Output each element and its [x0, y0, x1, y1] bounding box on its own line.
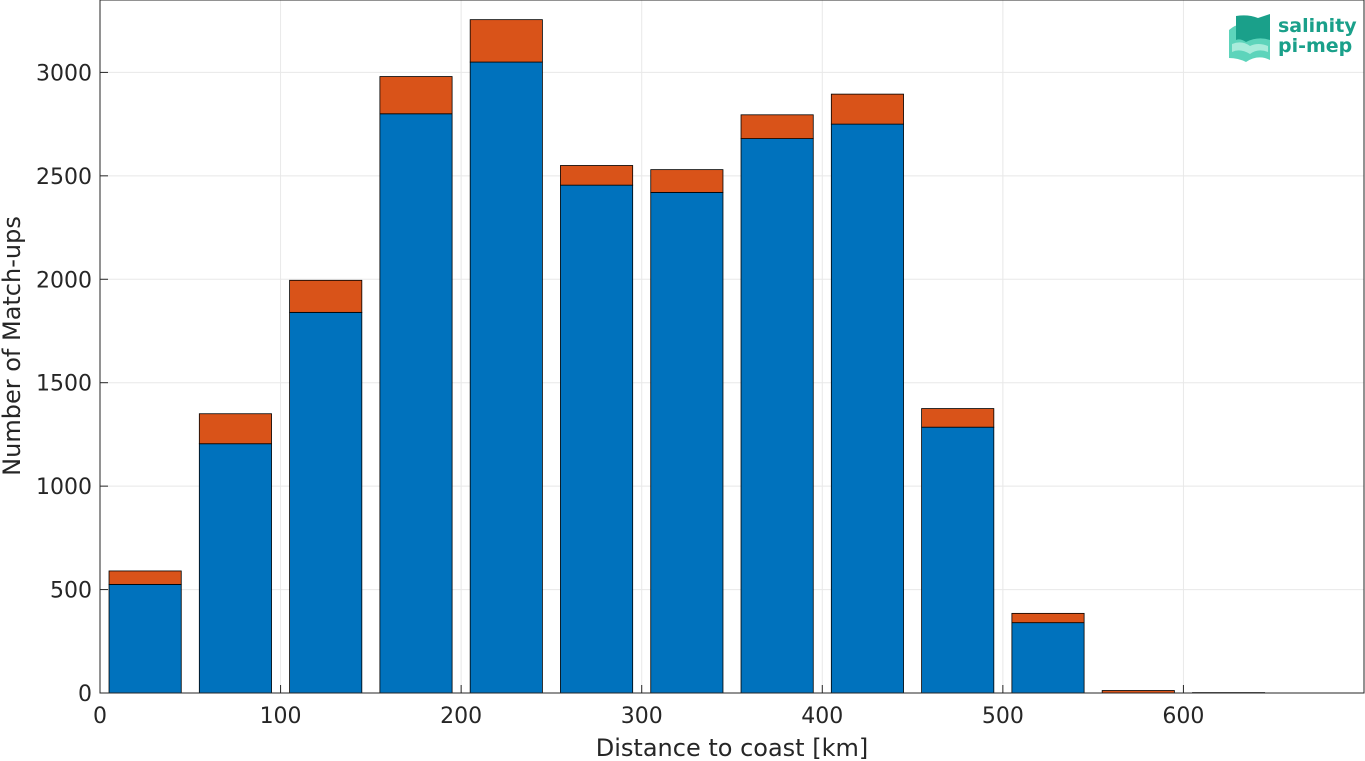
bar-series-2 [740, 114, 814, 140]
bar-series-1 [740, 138, 814, 694]
x-tick-label: 500 [982, 704, 1024, 729]
bar-series-2 [650, 169, 724, 193]
x-tick-label: 0 [93, 704, 107, 729]
logo-line1: salinity [1278, 15, 1357, 37]
waves-icon [1229, 14, 1270, 62]
y-tick-label: 3000 [36, 61, 92, 86]
x-tick-label: 400 [801, 704, 843, 729]
y-tick-label: 2500 [36, 165, 92, 190]
bar-series-1 [560, 184, 634, 694]
bar-series-1 [1011, 622, 1085, 694]
bar-series-2 [198, 413, 272, 445]
x-tick-label: 200 [440, 704, 482, 729]
x-tick-label: 300 [621, 704, 663, 729]
bar-series-2 [379, 76, 453, 115]
x-tick-label: 100 [260, 704, 302, 729]
salinity-pi-mep-logo: salinity pi-mep [1229, 14, 1357, 62]
x-axis-ticks: 0 100 200 300 400 500 600 [93, 685, 1204, 729]
x-axis-label: Distance to coast [km] [596, 734, 868, 761]
bar-series-2 [108, 570, 182, 585]
logo-line2: pi-mep [1278, 35, 1352, 57]
bar-series-2 [560, 165, 634, 186]
x-tick-label: 600 [1162, 704, 1204, 729]
bar-series-1 [379, 113, 453, 694]
y-tick-label: 0 [78, 682, 92, 707]
y-axis-ticks: 0 500 1000 1500 2000 2500 3000 [36, 61, 108, 707]
y-tick-label: 2000 [36, 268, 92, 293]
bar-series-1 [469, 61, 543, 694]
bar-series-1 [289, 311, 363, 694]
bar-series-1 [198, 443, 272, 694]
bar-series-1 [921, 426, 995, 694]
y-axis-label: Number of Match-ups [0, 216, 26, 476]
bar-series-2 [289, 279, 363, 313]
y-tick-label: 1500 [36, 372, 92, 397]
y-tick-label: 1000 [36, 475, 92, 500]
bars [108, 19, 1266, 694]
bar-series-2 [469, 19, 543, 63]
bar-series-1 [650, 191, 724, 694]
axes-box [99, 0, 1365, 694]
bar-series-2 [1011, 612, 1085, 624]
bar-series-1 [108, 583, 182, 694]
bar-series-2 [830, 93, 904, 125]
bar-series-2 [921, 408, 995, 428]
y-tick-label: 500 [50, 579, 92, 604]
bar-series-1 [830, 123, 904, 694]
